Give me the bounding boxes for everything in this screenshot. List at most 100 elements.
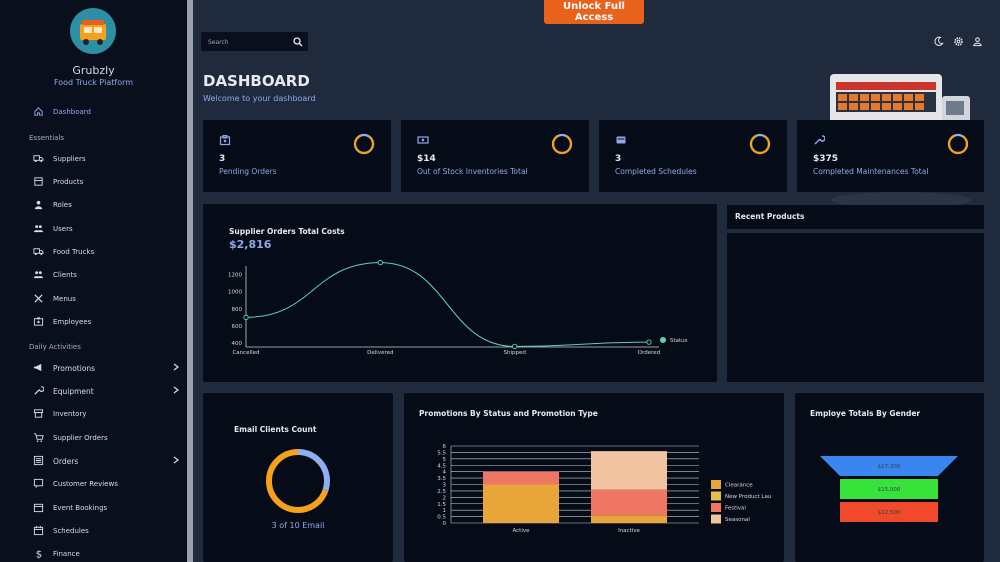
sidebar-item-menus[interactable]: Menus [0, 290, 187, 308]
sidebar-item-dashboard[interactable]: Dashboard [0, 103, 187, 121]
gear-icon[interactable] [953, 36, 964, 47]
page-title: DASHBOARD [203, 72, 310, 90]
data-point [377, 259, 383, 266]
y-tick-label: 600 [232, 324, 243, 330]
y-tick-label: 0 [443, 521, 447, 527]
search-icon[interactable] [293, 37, 303, 47]
funnel-segment [840, 479, 938, 499]
y-tick-label: 4.5 [437, 463, 446, 469]
y-tick-label: 800 [232, 307, 243, 313]
sidebar-item-customer-reviews[interactable]: Customer Reviews [0, 475, 187, 493]
email-donut-chart [266, 449, 330, 513]
supplier-orders-card: Supplier Orders Total Costs $2,816 1200 1… [203, 204, 717, 382]
recent-products-header: Recent Products [727, 205, 984, 229]
progress-ring [947, 133, 969, 155]
y-tick-label: 2 [443, 495, 447, 501]
supplier-orders-line-chart: 1200 1000 800 600 400 Cancelled Delivered Shipp… [228, 259, 688, 356]
sidebar-item-event-bookings[interactable]: Event Bookings [0, 499, 187, 517]
truck-icon [33, 248, 44, 256]
funnel-segment [840, 502, 938, 522]
sidebar-item-finance[interactable]: $ Finance [0, 545, 187, 562]
unlock-full-access-button[interactable]: Unlock Full Access [544, 0, 644, 24]
chart-total: $2,816 [229, 238, 272, 251]
y-tick-label: 5 [443, 457, 447, 463]
sidebar-item-promotions[interactable]: Promotions [0, 359, 187, 377]
sidebar-item-label: Promotions [53, 364, 96, 373]
stat-value: 3 [615, 154, 622, 164]
stat-value: $375 [813, 154, 839, 164]
y-tick-label: 5.5 [437, 450, 446, 456]
sidebar-item-label: Employees [53, 318, 92, 326]
sidebar-scrollbar[interactable] [187, 0, 193, 562]
y-tick-label: 1 [443, 508, 447, 514]
legend-swatch [660, 337, 666, 343]
people-icon [33, 225, 44, 233]
sidebar-item-label: Clients [53, 271, 77, 279]
x-tick-label: Active [512, 528, 530, 534]
recent-products-title: Recent Products [735, 212, 805, 221]
sidebar-item-label: Suppliers [53, 155, 86, 163]
sidebar-item-label: Menus [53, 295, 76, 303]
legend-swatch [711, 503, 721, 512]
recent-products-list [727, 233, 984, 382]
wrench-icon [814, 135, 825, 145]
legend-swatch [711, 514, 721, 524]
promotions-card-title: Promotions By Status and Promotion Type [419, 409, 598, 418]
search-input[interactable] [208, 37, 288, 47]
gender-funnel-chart: $17,300 $15,000 $12,500 [820, 456, 958, 522]
y-tick-label: 1200 [228, 273, 242, 279]
page-subtitle: Welcome to your dashboard [203, 94, 316, 103]
sidebar-item-schedules[interactable]: Schedules [0, 522, 187, 540]
sidebar: Grubzly Food Truck Platform Dashboard Es… [0, 0, 187, 562]
list-icon [33, 455, 44, 466]
y-tick-label: 3 [443, 483, 447, 489]
data-point [646, 339, 652, 345]
email-card-title: Email Clients Count [234, 425, 317, 434]
chevron-right-icon [173, 456, 179, 464]
stat-label: Completed Schedules [615, 167, 697, 176]
y-tick-label: 3.5 [437, 476, 446, 482]
legend-label: Clearance [725, 483, 753, 489]
chevron-right-icon [173, 386, 179, 394]
legend-swatch [711, 480, 721, 489]
brand-name: Grubzly [72, 64, 115, 77]
sidebar-item-label: Supplier Orders [53, 434, 108, 442]
y-tick-label: 4 [443, 470, 447, 476]
bar-segment [591, 515, 667, 523]
sidebar-item-label: Event Bookings [53, 504, 108, 512]
sidebar-item-products[interactable]: Products [0, 173, 187, 191]
sidebar-item-suppliers[interactable]: Suppliers [0, 150, 187, 168]
svg-text:$: $ [36, 550, 42, 559]
section-daily-activities: Daily Activities [29, 343, 81, 351]
sidebar-item-employees[interactable]: Employees [0, 313, 187, 331]
user-icon[interactable] [972, 36, 983, 47]
sidebar-item-users[interactable]: Users [0, 220, 187, 238]
dollar-icon: $ [36, 550, 42, 559]
stat-card-completed-maintenances: $375 Completed Maintenances Total [797, 120, 984, 192]
cart-icon [33, 433, 44, 442]
x-tick-label: Cancelled [232, 350, 259, 356]
sidebar-item-label: Customer Reviews [53, 480, 118, 488]
cash-icon [417, 136, 429, 144]
sidebar-item-clients[interactable]: Clients [0, 266, 187, 284]
sidebar-item-orders[interactable]: Orders [0, 452, 187, 470]
dark-mode-icon[interactable] [933, 36, 944, 47]
sidebar-item-supplier-orders[interactable]: Supplier Orders [0, 429, 187, 447]
email-caption: 3 of 10 Email [271, 521, 325, 530]
megaphone-icon [33, 363, 42, 372]
y-tick-label: 1.5 [437, 502, 446, 508]
sidebar-item-roles[interactable]: Roles [0, 196, 187, 214]
sidebar-item-equipment[interactable]: Equipment [0, 382, 187, 400]
donut-slice [266, 449, 330, 513]
sidebar-item-food-trucks[interactable]: Food Trucks [0, 243, 187, 261]
sidebar-item-label: Inventory [53, 410, 87, 418]
sidebar-item-inventory[interactable]: Inventory [0, 405, 187, 423]
sidebar-item-label: Orders [53, 457, 79, 466]
sidebar-item-label: Equipment [53, 387, 94, 396]
progress-ring [749, 133, 771, 155]
data-point [512, 343, 518, 350]
funnel-segment [820, 456, 958, 476]
gender-card: Employe Totals By Gender $17,300 $15,000 $… [795, 393, 984, 562]
funnel-label: $17,300 [878, 464, 901, 470]
sidebar-item-label: Food Trucks [53, 248, 95, 256]
